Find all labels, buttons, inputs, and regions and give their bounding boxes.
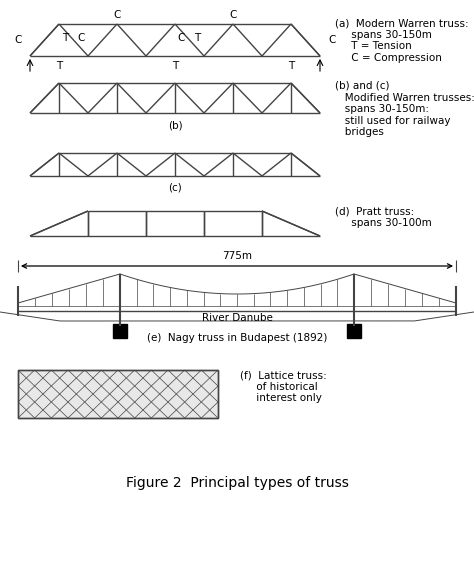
Bar [347, 324, 361, 338]
Bar [113, 324, 127, 338]
Text: Figure 2  Principal types of truss: Figure 2 Principal types of truss [126, 476, 348, 490]
Text: River Danube: River Danube [201, 313, 273, 323]
Text: T: T [172, 61, 178, 71]
Text: (d)  Pratt truss:
     spans 30-100m: (d) Pratt truss: spans 30-100m [335, 206, 432, 228]
Text: T: T [63, 33, 69, 43]
Text: C: C [229, 10, 237, 20]
Text: (a)  Modern Warren truss:
     spans 30-150m
     T = Tension
     C = Compressi: (a) Modern Warren truss: spans 30-150m T… [335, 18, 469, 63]
Text: (c): (c) [168, 183, 182, 193]
Text: C: C [328, 35, 336, 45]
Text: C: C [78, 33, 85, 43]
Text: T: T [56, 61, 62, 71]
Text: C: C [14, 35, 22, 45]
Text: C: C [113, 10, 121, 20]
Text: (f)  Lattice truss:
     of historical
     interest only: (f) Lattice truss: of historical interes… [240, 370, 327, 403]
Text: T: T [194, 33, 201, 43]
Text: (e)  Nagy truss in Budapest (1892): (e) Nagy truss in Budapest (1892) [147, 333, 327, 343]
Text: (b) and (c)
   Modified Warren trusses:
   spans 30-150m:
   still used for rail: (b) and (c) Modified Warren trusses: spa… [335, 81, 474, 138]
Text: T: T [288, 61, 294, 71]
Bar [18, 370, 218, 418]
Text: (b): (b) [168, 120, 182, 130]
Text: C: C [178, 33, 185, 43]
Bar [18, 370, 218, 418]
Text: 775m: 775m [222, 251, 252, 261]
